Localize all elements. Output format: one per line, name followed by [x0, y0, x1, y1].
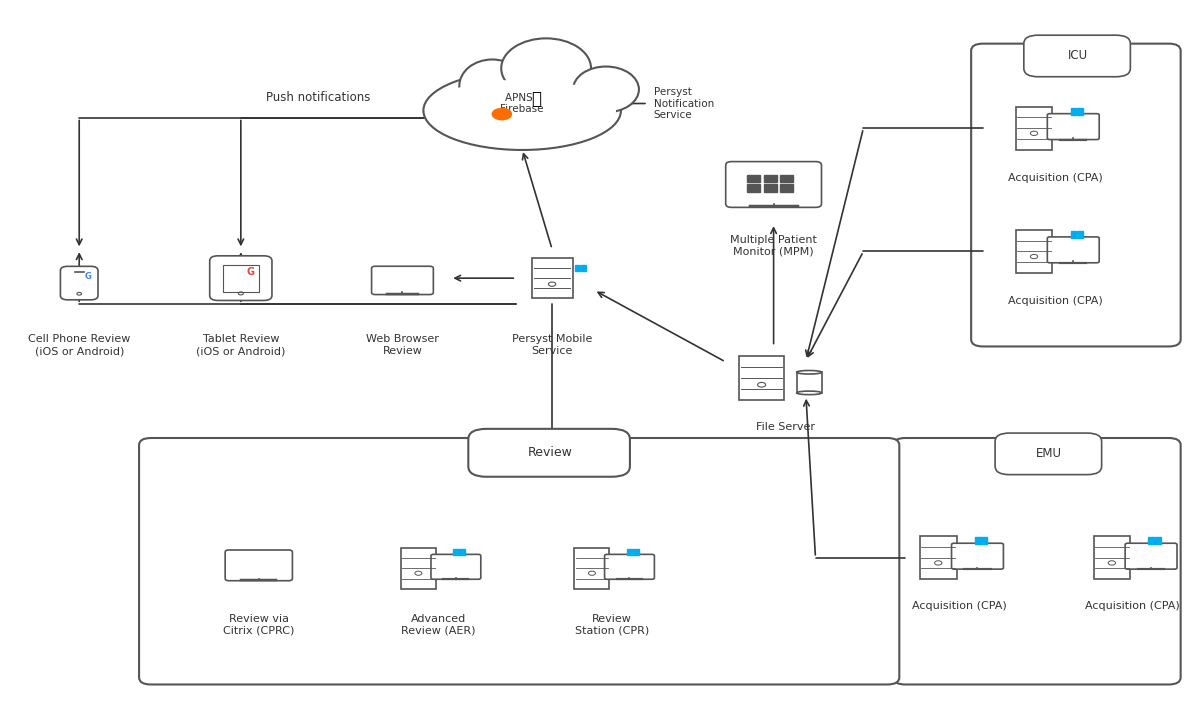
Bar: [797, 373, 822, 393]
Text: Tablet Review
(iOS or Android): Tablet Review (iOS or Android): [196, 334, 286, 356]
Bar: [920, 536, 956, 579]
FancyBboxPatch shape: [60, 267, 98, 300]
Text: Acquisition (CPA): Acquisition (CPA): [1008, 296, 1103, 305]
Bar: [460, 552, 464, 555]
Bar: [626, 552, 632, 555]
FancyBboxPatch shape: [210, 256, 272, 300]
Ellipse shape: [797, 391, 822, 395]
FancyBboxPatch shape: [605, 554, 654, 579]
Bar: [1076, 107, 1082, 111]
FancyBboxPatch shape: [1126, 543, 1177, 569]
FancyBboxPatch shape: [372, 267, 433, 295]
Bar: [780, 185, 793, 192]
Bar: [634, 549, 638, 552]
FancyBboxPatch shape: [893, 438, 1181, 684]
Text: Acquisition (CPA): Acquisition (CPA): [1008, 173, 1103, 183]
Text: Persyst Mobile
Service: Persyst Mobile Service: [512, 334, 593, 356]
Text: Review: Review: [527, 446, 572, 460]
Bar: [974, 537, 980, 541]
Ellipse shape: [574, 66, 638, 112]
Bar: [1154, 537, 1160, 541]
FancyBboxPatch shape: [726, 162, 822, 207]
Bar: [746, 175, 760, 182]
Ellipse shape: [502, 38, 592, 98]
Bar: [581, 268, 587, 271]
FancyBboxPatch shape: [1048, 237, 1099, 263]
Bar: [746, 185, 760, 192]
Bar: [460, 549, 464, 552]
FancyBboxPatch shape: [139, 438, 899, 684]
Bar: [1154, 541, 1160, 544]
Text: APNS  
Firebase: APNS Firebase: [500, 93, 544, 115]
Bar: [634, 552, 638, 555]
Bar: [401, 548, 436, 589]
Bar: [763, 185, 776, 192]
Bar: [1076, 235, 1082, 238]
Bar: [454, 552, 458, 555]
Bar: [626, 549, 632, 552]
Bar: [1076, 230, 1082, 234]
Text: Cell Phone Review
(iOS or Android): Cell Phone Review (iOS or Android): [28, 334, 131, 356]
Text: Multiple Patient
Monitor (MPM): Multiple Patient Monitor (MPM): [730, 235, 817, 257]
Ellipse shape: [460, 59, 526, 112]
Bar: [780, 175, 793, 182]
Text: Push notifications: Push notifications: [266, 91, 371, 105]
Bar: [982, 541, 986, 544]
FancyBboxPatch shape: [468, 429, 630, 477]
Text: Acquisition (CPA): Acquisition (CPA): [912, 602, 1007, 612]
Ellipse shape: [797, 370, 822, 374]
Bar: [1093, 536, 1130, 579]
Text: Advanced
Review (AER): Advanced Review (AER): [401, 614, 475, 636]
Bar: [1148, 541, 1154, 544]
FancyBboxPatch shape: [431, 554, 481, 579]
Bar: [974, 541, 980, 544]
Text: File Server: File Server: [756, 422, 815, 432]
Bar: [1148, 537, 1154, 541]
Text: EMU: EMU: [1036, 448, 1062, 460]
Ellipse shape: [428, 80, 616, 141]
Bar: [1015, 107, 1052, 150]
FancyBboxPatch shape: [1024, 35, 1130, 77]
FancyBboxPatch shape: [995, 433, 1102, 474]
Bar: [1015, 230, 1052, 273]
Bar: [581, 264, 587, 268]
Bar: [454, 549, 458, 552]
Bar: [763, 175, 776, 182]
Text: : : [532, 90, 541, 107]
Circle shape: [492, 108, 511, 119]
Text: Persyst
Notification
Service: Persyst Notification Service: [654, 87, 714, 120]
FancyBboxPatch shape: [739, 356, 784, 400]
Bar: [1070, 235, 1076, 238]
Text: G: G: [246, 267, 254, 276]
FancyBboxPatch shape: [226, 550, 293, 580]
Bar: [1070, 230, 1076, 234]
Text: Web Browser
Review: Web Browser Review: [366, 334, 439, 356]
FancyBboxPatch shape: [952, 543, 1003, 569]
Ellipse shape: [424, 71, 620, 150]
Bar: [575, 264, 581, 268]
Text: G: G: [84, 272, 91, 281]
Text: Review via
Citrix (CPRC): Review via Citrix (CPRC): [223, 614, 294, 636]
Text: Acquisition (CPA): Acquisition (CPA): [1085, 602, 1180, 612]
Bar: [1070, 107, 1076, 111]
FancyBboxPatch shape: [532, 258, 572, 298]
FancyBboxPatch shape: [971, 44, 1181, 346]
Bar: [1070, 111, 1076, 115]
Text: ICU: ICU: [1068, 49, 1087, 62]
Text: Review
Station (CPR): Review Station (CPR): [575, 614, 649, 636]
Bar: [575, 548, 610, 589]
FancyBboxPatch shape: [1048, 114, 1099, 139]
Bar: [982, 537, 986, 541]
Bar: [1076, 111, 1082, 115]
Bar: [223, 264, 259, 291]
Bar: [575, 268, 581, 271]
